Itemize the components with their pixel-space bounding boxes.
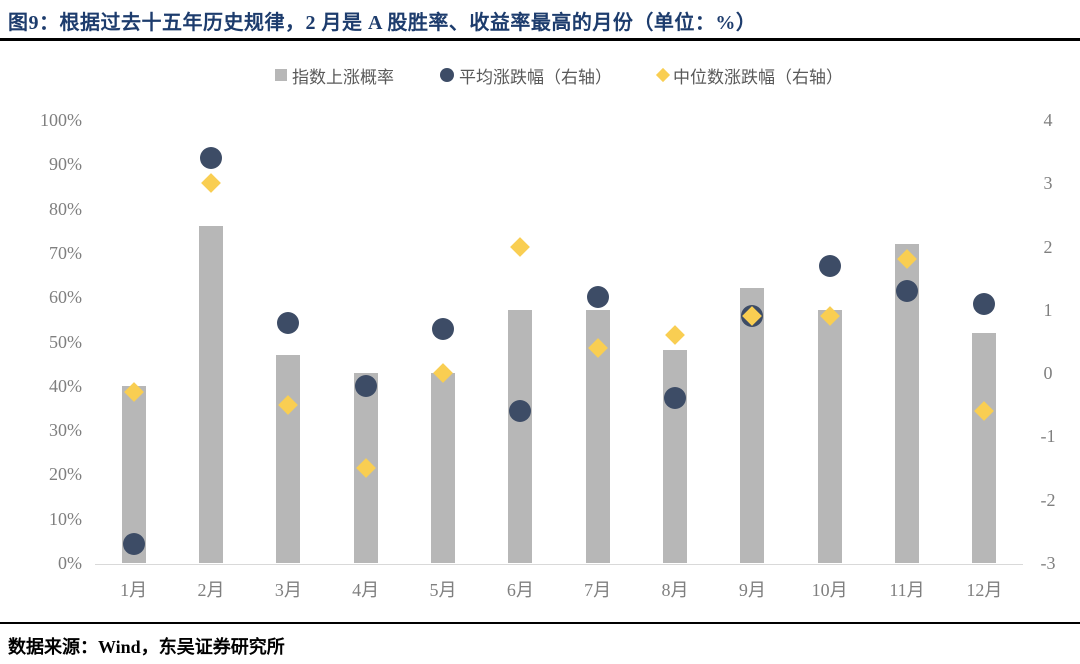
median-point-9月 [742, 306, 763, 327]
x-axis-label-12月: 12月 [966, 580, 1003, 600]
left-axis-tick: 0% [58, 553, 82, 573]
legend-circle-marker-icon [440, 68, 454, 82]
x-axis-label-7月: 7月 [584, 580, 612, 600]
right-axis-tick: -1 [1040, 426, 1056, 447]
title-divider [0, 38, 1080, 41]
median-point-10月 [819, 306, 840, 327]
avg-point-8月 [664, 387, 686, 410]
median-point-1月 [123, 382, 144, 403]
right-axis-tick: -2 [1040, 489, 1056, 510]
avg-point-6月 [509, 400, 532, 423]
left-axis-tick: 70% [49, 242, 82, 263]
left-axis-tick: 10% [49, 508, 82, 529]
median-point-11月 [897, 249, 917, 270]
bar-6月 [508, 310, 533, 563]
right-axis-tick: 2 [1043, 236, 1053, 257]
left-axis-tick: 80% [49, 198, 82, 219]
x-axis-label-2月: 2月 [197, 580, 225, 600]
avg-point-2月 [200, 146, 222, 169]
avg-point-11月 [896, 279, 918, 302]
avg-point-7月 [586, 286, 609, 309]
bar-12月 [972, 332, 997, 563]
median-point-2月 [201, 173, 221, 194]
x-axis-label-10月: 10月 [811, 580, 848, 600]
left-axis-tick: 90% [49, 154, 82, 175]
right-axis-tick: 0 [1043, 363, 1053, 384]
median-point-4月 [355, 458, 376, 478]
left-axis-tick: 40% [49, 375, 82, 396]
legend-item-median-change: 中位数涨跌幅（右轴） [655, 63, 843, 88]
x-axis-label-11月: 11月 [889, 580, 925, 600]
avg-point-5月 [432, 317, 454, 340]
legend-label-median-change: 中位数涨跌幅（右轴） [673, 67, 843, 87]
bar-8月 [663, 350, 687, 563]
left-axis-tick: 100% [40, 110, 82, 130]
left-axis-tick: 50% [49, 331, 82, 352]
median-point-7月 [587, 337, 608, 358]
bar-1月 [121, 385, 146, 563]
figure-title: 图9：根据过去十五年历史规律，2 月是 A 股胜率、收益率最高的月份（单位：%） [8, 12, 757, 34]
legend-label-win-rate: 指数上涨概率 [292, 67, 394, 87]
median-point-5月 [433, 363, 453, 384]
median-point-12月 [974, 401, 995, 422]
avg-point-3月 [277, 311, 300, 334]
x-axis-label-9月: 9月 [738, 580, 766, 600]
x-axis-label-1月: 1月 [120, 580, 148, 600]
median-point-6月 [510, 236, 531, 257]
bar-5月 [431, 372, 455, 563]
right-axis-tick: 1 [1043, 299, 1053, 320]
legend-diamond-marker-icon [655, 67, 671, 83]
legend: 指数上涨概率 平均涨跌幅（右轴） 中位数涨跌幅（右轴） [95, 60, 1023, 90]
avg-point-1月 [122, 533, 145, 555]
bar-4月 [353, 372, 378, 563]
avg-point-9月 [741, 305, 764, 328]
median-point-8月 [665, 325, 685, 346]
bar-3月 [276, 354, 301, 563]
bar-10月 [817, 310, 842, 563]
x-axis-label-8月: 8月 [661, 580, 689, 600]
bar-11月 [895, 244, 919, 563]
right-axis-tick: 3 [1043, 173, 1053, 194]
left-axis-tick: 60% [49, 287, 82, 308]
right-axis-tick: -3 [1040, 553, 1056, 573]
legend-label-average-change: 平均涨跌幅（右轴） [459, 67, 612, 87]
x-axis-label-4月: 4月 [352, 580, 380, 600]
legend-item-average-change: 平均涨跌幅（右轴） [440, 63, 612, 88]
median-point-3月 [278, 394, 299, 415]
bar-9月 [740, 288, 765, 563]
footer-divider [0, 622, 1080, 624]
legend-item-win-rate: 指数上涨概率 [275, 63, 394, 88]
data-source: 数据来源：Wind，东吴证券研究所 [8, 637, 285, 657]
x-axis-label-6月: 6月 [506, 580, 534, 600]
avg-point-12月 [973, 292, 996, 315]
right-axis-tick: 4 [1043, 110, 1053, 130]
x-axis-label-3月: 3月 [274, 580, 302, 600]
legend-square-marker-icon [275, 69, 287, 81]
avg-point-4月 [354, 374, 377, 397]
bar-7月 [585, 310, 610, 563]
x-axis-line [95, 563, 1023, 565]
avg-point-10月 [818, 254, 841, 277]
left-axis-tick: 30% [49, 420, 82, 441]
bar-2月 [199, 226, 223, 563]
x-axis-label-5月: 5月 [429, 580, 457, 600]
left-axis-tick: 20% [49, 464, 82, 485]
